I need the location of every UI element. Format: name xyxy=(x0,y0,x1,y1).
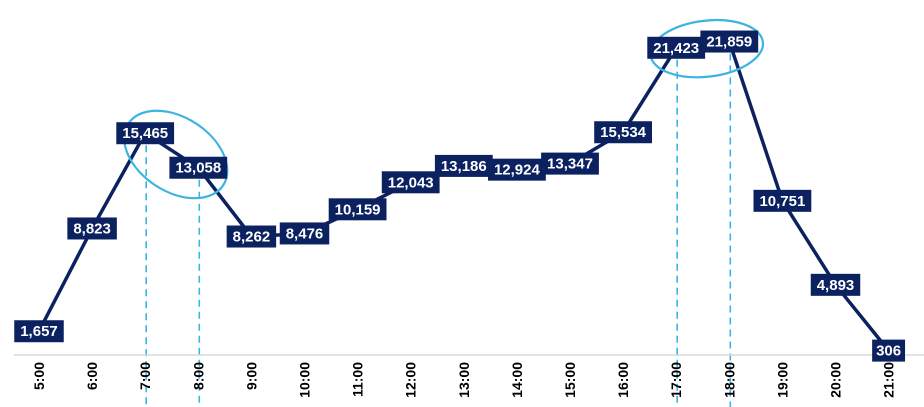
x-tick-label-13-00: 13:00 xyxy=(456,362,472,398)
x-tick-label-18-00: 18:00 xyxy=(721,362,737,398)
x-tick-label-11-00: 11:00 xyxy=(350,362,366,397)
data-label-box xyxy=(753,189,812,212)
data-label-text: 8,823 xyxy=(73,220,111,237)
data-label-box xyxy=(67,217,117,240)
data-label-box xyxy=(328,198,387,221)
data-label-10-00: 8,476 xyxy=(279,222,330,245)
data-label-text: 4,893 xyxy=(817,277,855,294)
x-tick-label-17-00: 17:00 xyxy=(668,362,684,398)
data-label-box xyxy=(700,30,759,53)
data-label-12-00: 12,043 xyxy=(381,171,440,194)
data-label-text: 15,465 xyxy=(122,125,168,142)
x-tick-label-16-00: 16:00 xyxy=(615,362,631,398)
x-tick-label-9-00: 9:00 xyxy=(243,362,259,390)
data-label-13-00: 13,186 xyxy=(434,154,493,177)
data-label-text: 21,859 xyxy=(706,34,752,51)
data-label-19-00: 10,751 xyxy=(753,189,812,212)
x-tick-label-20-00: 20:00 xyxy=(828,362,844,398)
data-label-box xyxy=(434,154,493,177)
data-label-box xyxy=(647,36,706,59)
x-tick-label-15-00: 15:00 xyxy=(562,362,578,398)
data-label-text: 8,262 xyxy=(233,229,271,246)
data-label-text: 12,924 xyxy=(494,162,541,179)
data-label-text: 12,043 xyxy=(388,174,434,191)
data-label-box xyxy=(810,273,861,296)
data-label-15-00: 13,347 xyxy=(541,152,599,175)
x-tick-label-6-00: 6:00 xyxy=(84,362,100,390)
data-label-text: 13,186 xyxy=(441,158,487,175)
data-label-5-00: 1,657 xyxy=(14,320,64,343)
data-labels: 1,657 8,823 15,465 13,058 8,262 8,476 10,159 12… xyxy=(14,30,906,362)
data-label-6-00: 8,823 xyxy=(67,217,117,240)
data-label-text: 10,159 xyxy=(335,201,381,218)
data-label-box xyxy=(226,225,277,248)
data-label-text: 8,476 xyxy=(286,225,324,242)
data-label-9-00: 8,262 xyxy=(226,225,277,248)
data-label-14-00: 12,924 xyxy=(488,158,546,181)
reference-lines xyxy=(145,41,732,407)
data-label-text: 21,423 xyxy=(653,40,699,57)
x-tick-label-21-00: 21:00 xyxy=(881,362,897,398)
data-label-box xyxy=(541,152,599,175)
x-tick-label-19-00: 19:00 xyxy=(774,362,790,398)
data-label-box xyxy=(594,121,652,144)
data-label-text: 13,058 xyxy=(175,160,221,177)
x-tick-label-8-00: 8:00 xyxy=(190,362,206,390)
data-label-20-00: 4,893 xyxy=(810,273,861,296)
data-label-box xyxy=(872,339,906,362)
data-label-box xyxy=(381,171,440,194)
data-label-18-00: 21,859 xyxy=(700,30,759,53)
data-label-17-00: 21,423 xyxy=(647,36,706,59)
x-tick-label-7-00: 7:00 xyxy=(137,362,153,390)
x-tick-label-12-00: 12:00 xyxy=(403,362,419,398)
data-label-7-00: 15,465 xyxy=(116,122,175,145)
x-tick-labels: 5:00 6:00 7:00 8:00 9:00 10:00 11:00 12:00 13:00… xyxy=(31,362,897,398)
data-label-box xyxy=(14,320,64,343)
data-label-21-00: 306 xyxy=(872,339,906,362)
data-label-text: 1,657 xyxy=(20,323,58,340)
data-label-box xyxy=(279,222,330,245)
data-label-box xyxy=(116,122,175,145)
x-tick-label-14-00: 14:00 xyxy=(509,362,525,398)
x-tick-label-5-00: 5:00 xyxy=(31,362,47,390)
data-label-8-00: 13,058 xyxy=(169,156,228,179)
data-label-text: 10,751 xyxy=(759,193,805,210)
data-label-text: 13,347 xyxy=(547,156,593,173)
data-label-box xyxy=(169,156,228,179)
x-tick-label-10-00: 10:00 xyxy=(297,362,313,398)
data-label-11-00: 10,159 xyxy=(328,198,387,221)
data-label-16-00: 15,534 xyxy=(594,121,652,144)
data-label-text: 306 xyxy=(876,343,901,360)
data-label-box xyxy=(488,158,546,181)
data-label-text: 15,534 xyxy=(600,124,647,141)
